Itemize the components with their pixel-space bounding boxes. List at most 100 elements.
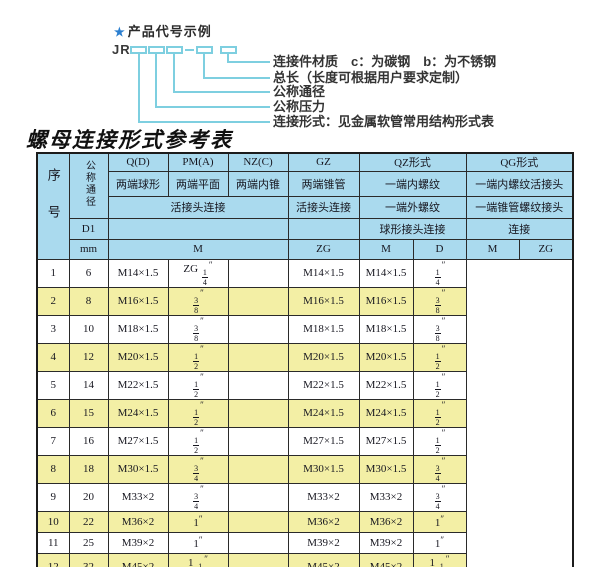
cell-qg-m: M27×1.5 xyxy=(358,426,414,456)
cell-qg-zg: 3 4 ″ xyxy=(412,454,467,484)
inch-mark: ″ xyxy=(200,343,204,354)
cell-serial: 10 xyxy=(36,510,70,533)
cell-qg-zg: 1″ xyxy=(412,531,467,554)
header-connect: 连接 xyxy=(465,217,574,240)
cell-m-thread: M18×1.5 xyxy=(107,314,169,344)
cell-qz-d: M33×2 xyxy=(287,482,360,512)
table-row: 9 20 M33×2 3 4 ″ M33×2 M33×2 3 4 ″ xyxy=(36,482,574,512)
inch-mark: ″ xyxy=(200,315,204,326)
header-conn-gz: 活接头连接 xyxy=(287,195,360,219)
diagram-title: ★ 产品代号示例 xyxy=(114,21,212,40)
cell-qz-d: M27×1.5 xyxy=(287,426,360,456)
cell-serial: 1 xyxy=(36,258,70,288)
code-label-diameter: 公称通径 xyxy=(273,84,326,99)
table-row: 3 10 M18×1.5 3 8 ″ M18×1.5 M18×1.5 3 8 ″ xyxy=(36,314,574,344)
cell-qz-m xyxy=(227,398,289,428)
header-desc-qz: 一端内螺纹 xyxy=(358,170,467,197)
cell-qz-m xyxy=(227,426,289,456)
code-box xyxy=(220,46,237,54)
cell-qz-m xyxy=(227,510,289,533)
header-desc-pma: 两端平面 xyxy=(167,170,229,197)
cell-qg-m: M36×2 xyxy=(358,510,414,533)
cell-qg-zg: 3 4 ″ xyxy=(412,482,467,512)
fraction: 14 xyxy=(197,562,203,567)
connector-line xyxy=(138,54,140,123)
inch-mark: ″ xyxy=(441,455,446,466)
cell-m-thread: M14×1.5 xyxy=(107,258,169,288)
inch-mark: ″ xyxy=(441,343,446,354)
cell-qz-d: M36×2 xyxy=(287,510,360,533)
inch-mark: ″ xyxy=(198,535,203,545)
code-label-pressure: 公称压力 xyxy=(273,99,326,114)
cell-qz-m xyxy=(227,314,289,344)
fraction: 14 xyxy=(439,562,445,567)
cell-gz-thread: 1 2 ″ xyxy=(167,426,229,456)
cell-serial: 2 xyxy=(36,286,70,316)
cell-serial: 11 xyxy=(36,531,70,554)
connector-line xyxy=(155,106,270,108)
cell-qg-zg: 1″ xyxy=(412,510,467,533)
cell-qg-zg: 1 2 ″ xyxy=(412,426,467,456)
connector-line xyxy=(138,121,270,123)
header-conn-qg: 一端锥管螺纹接头 xyxy=(465,195,574,219)
cell-dn-mm: 20 xyxy=(68,482,109,512)
cell-m-thread: M30×1.5 xyxy=(107,454,169,484)
nut-connection-table: 序号 公称通径 Q(D) PM(A) NZ(C) GZ QZ形式 QG形式 两端… xyxy=(36,152,575,567)
inch-mark: ″ xyxy=(200,427,204,438)
inch-mark: ″ xyxy=(200,399,204,410)
cell-qz-d: M16×1.5 xyxy=(287,286,360,316)
header-qg-m: M xyxy=(465,238,520,260)
cell-m-thread: M33×2 xyxy=(107,482,169,512)
header-conn-union: 活接头连接 xyxy=(107,195,289,219)
inch-mark: ″ xyxy=(200,287,204,298)
header-form-gz: GZ xyxy=(287,152,360,172)
header-thread-zg: ZG xyxy=(287,238,360,260)
inch-mark: ″ xyxy=(441,259,446,270)
header-nominal-diameter: 公称通径 xyxy=(68,152,109,219)
header-form-pma: PM(A) xyxy=(167,152,229,172)
inch-mark: ″ xyxy=(200,371,204,382)
cell-qz-d: M14×1.5 xyxy=(287,258,360,288)
cell-dn-mm: 6 xyxy=(68,258,109,288)
cell-qg-zg: 3 8 ″ xyxy=(412,286,467,316)
cell-gz-thread: 1″ xyxy=(167,531,229,554)
cell-dn-mm: 16 xyxy=(68,426,109,456)
connector-line xyxy=(173,91,270,93)
cell-m-thread: M22×1.5 xyxy=(107,370,169,400)
cell-dn-mm: 14 xyxy=(68,370,109,400)
cell-qz-m xyxy=(227,342,289,372)
code-label-connection: 连接形式：见金属软管常用结构形式表 xyxy=(273,114,495,129)
cell-dn-mm: 8 xyxy=(68,286,109,316)
code-box xyxy=(166,46,183,54)
table-row: 10 22 M36×2 1″ M36×2 M36×2 1″ xyxy=(36,510,574,533)
header-form-qg: QG形式 xyxy=(465,152,574,172)
header-conn-qz: 一端外螺纹 xyxy=(358,195,467,219)
cell-m-thread: M24×1.5 xyxy=(107,398,169,428)
inch-mark: ″ xyxy=(445,553,450,564)
star-icon: ★ xyxy=(114,25,126,39)
cell-gz-thread: 1 14″ xyxy=(167,552,229,567)
code-dash xyxy=(185,49,194,51)
header-d1: D1 xyxy=(68,217,109,240)
connector-line xyxy=(227,54,229,62)
cell-qg-zg: 1 14″ xyxy=(412,552,467,567)
cell-qz-m xyxy=(227,286,289,316)
cell-m-thread: M16×1.5 xyxy=(107,286,169,316)
cell-gz-thread: 1 2 ″ xyxy=(167,398,229,428)
table-row: 2 8 M16×1.5 3 8 ″ M16×1.5 M16×1.5 3 8 ″ xyxy=(36,286,574,316)
cell-serial: 9 xyxy=(36,482,70,512)
cell-m-thread: M27×1.5 xyxy=(107,426,169,456)
table-row: 1 6 M14×1.5 ZG 1 4 ″ M14×1.5 M14×1.5 1 4 ″ xyxy=(36,258,574,288)
cell-qg-m: M20×1.5 xyxy=(358,342,414,372)
